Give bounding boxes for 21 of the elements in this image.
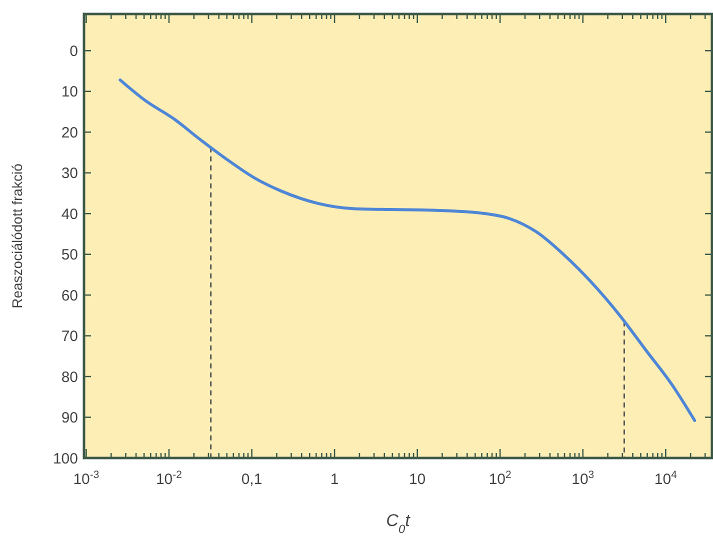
x-tick-label: 10$^{-3}$ [73, 469, 100, 488]
y-tick-label: 60 [61, 287, 78, 304]
x-tick-label: 10$^{3}$ [572, 469, 594, 488]
x-tick-label: 1 [330, 471, 339, 488]
x-tick-label: 10$^{4}$ [654, 469, 678, 488]
y-tick-label: 30 [61, 165, 78, 182]
y-tick-label: 100 [52, 450, 78, 468]
y-tick-label: 50 [61, 246, 78, 264]
y-tick-label: 40 [61, 206, 78, 223]
x-tick-label: 10$^{-2}$ [156, 469, 182, 488]
y-tick-label: 20 [61, 124, 78, 142]
y-axis-title: Reaszociálódott frakció [9, 163, 25, 308]
y-tick-label: 90 [61, 410, 78, 427]
x-tick-label: 10$^{2}$ [488, 469, 512, 488]
y-tick-label: 0 [70, 42, 78, 60]
y-tick-label: 80 [61, 368, 78, 386]
x-axis-title: C$_{0}$t [386, 511, 412, 536]
x-tick-label: 10 [408, 471, 426, 488]
y-tick-label: 10 [61, 84, 78, 101]
x-tick-label: 0,1 [241, 471, 262, 488]
y-tick-label: 70 [61, 328, 78, 346]
